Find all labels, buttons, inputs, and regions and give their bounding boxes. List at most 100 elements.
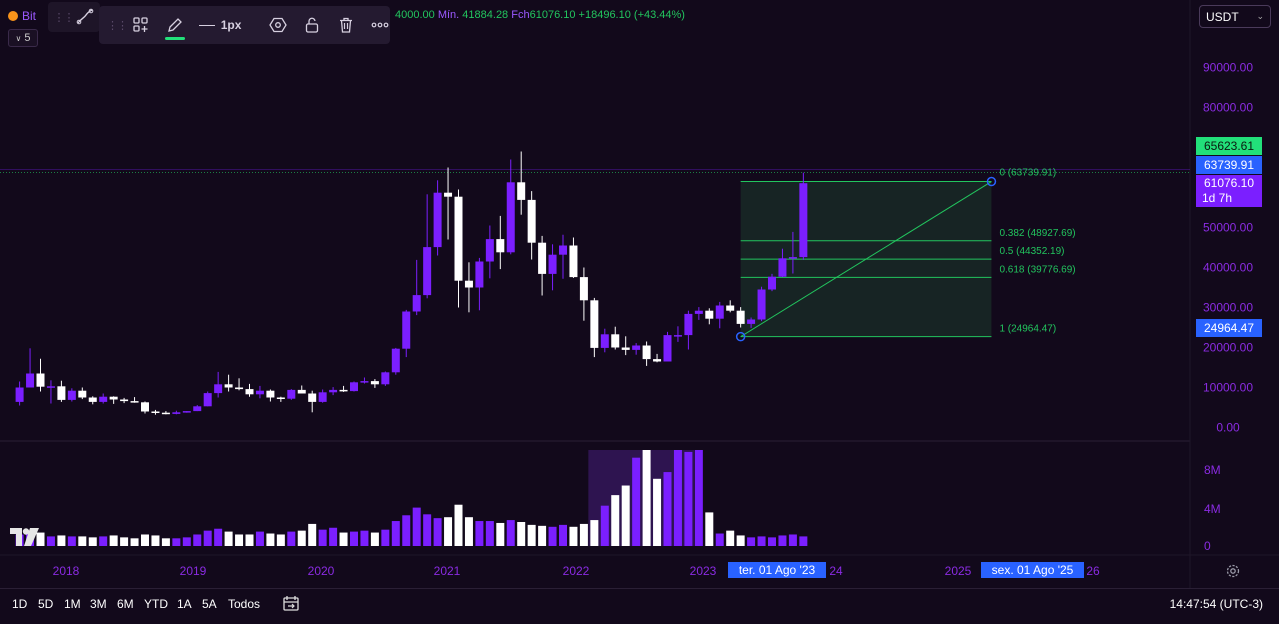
price-axis-ticks[interactable]: 90000.00 80000.00 50000.00 40000.00 30000.00… [1203,61,1253,435]
volume-bar [151,535,160,546]
close-value: 61076.10 [529,9,576,21]
range-button-ytd[interactable]: YTD [144,597,168,611]
line-style-icon[interactable]: 1px [198,15,255,35]
currency-selector[interactable]: USDT ⌄ [1199,5,1271,28]
candle-body [203,393,212,407]
candle-body [161,412,170,415]
time-tick-label: 26 [1086,564,1100,578]
volume-bar [141,534,149,546]
candle-body [99,396,108,402]
volume-bar [705,512,714,546]
volume-bar [496,522,505,546]
volume-bar [694,450,703,546]
candle-body [621,347,630,350]
candle-body [527,199,536,243]
pencil-icon[interactable] [164,15,185,40]
range-button-1d[interactable]: 1D [12,597,28,611]
candle-body [600,334,609,348]
candle [475,257,484,311]
candle [705,308,714,325]
more-icon[interactable] [370,15,390,35]
clock[interactable]: 14:47:54 (UTC-3) [1169,597,1263,611]
start-date-badge: ter. 01 Ago '23 [728,562,826,578]
candle-body [172,412,181,414]
drag-handle-icon[interactable]: ⋮⋮ [53,11,75,24]
volume-bar [255,531,264,546]
curve-tool-icon[interactable] [75,7,95,27]
candle [611,326,620,350]
volume-bar [350,531,358,546]
candle [224,374,233,392]
range-button-6m[interactable]: 6M [117,597,134,611]
candle [412,259,421,316]
grid-plus-icon[interactable] [131,15,151,35]
volume-bar [329,527,338,546]
candle-body [569,245,578,278]
candle-body [579,277,588,301]
candle [318,389,327,403]
candle [276,396,285,402]
volume-bar [757,536,766,546]
price-tick-label: 0.00 [1216,421,1240,435]
candle-body [67,390,76,400]
candle-body [684,313,693,336]
drag-handle-icon[interactable]: ⋮⋮ [107,19,128,32]
time-tick-label: 2023 [690,564,717,578]
range-button-1a[interactable]: 1A [177,597,192,611]
unlock-icon[interactable] [302,15,322,35]
volume-bar [673,450,682,546]
candle [214,371,223,398]
candle-body [485,239,494,262]
gear-icon[interactable] [1224,562,1242,580]
change-value: +18496.10 (+43.44%) [578,9,685,21]
volume-bar [78,536,87,546]
candle-body [705,310,714,319]
volume-bar [360,530,369,546]
candle-body [276,397,285,399]
time-tick-label: 2022 [563,564,590,578]
range-button-1m[interactable]: 1M [64,597,81,611]
candle [255,385,264,399]
candle-body [130,401,139,403]
trash-icon[interactable] [336,15,356,35]
price-tick-label: 10000.00 [1203,381,1253,395]
candle [120,397,129,404]
candle-body [391,348,400,373]
candle [768,273,776,292]
candle [517,151,526,215]
symbol-title[interactable]: Bit [8,9,36,23]
candle-body [611,334,620,348]
date-range-icon[interactable] [281,594,301,614]
candle-body [360,381,369,383]
fib-anchor-start [735,331,746,342]
candle-body [423,247,432,296]
price-tick-label: 90000.00 [1203,61,1253,75]
range-button-3m[interactable]: 3M [90,597,107,611]
candle-body [329,389,338,393]
volume-bar [559,524,567,546]
candle-body [308,393,317,402]
candle [193,405,202,412]
candle-body [496,239,505,253]
candle-body [318,392,327,402]
volume-bar [653,478,662,546]
range-button-5d[interactable]: 5D [38,597,54,611]
candle [684,310,693,350]
chevron-down-icon: ∨ [15,33,22,43]
candle [663,331,672,362]
candle [109,396,118,404]
time-axis-ticks[interactable]: 2018 2019 2020 2021 2022 2023 24 2025 26 [53,564,1100,578]
candle [26,348,35,388]
chart-canvas[interactable]: 0 (63739.91) 0.382 (48927.69) 0.5 (44352.1… [0,0,1279,588]
candle [788,231,797,274]
hexagon-icon[interactable] [268,15,288,35]
volume-tick-label: 4M [1204,502,1221,516]
range-button-todos[interactable]: Todos [228,597,261,611]
candle [350,381,358,392]
candle-body [88,397,97,402]
range-button-5a[interactable]: 5A [202,597,217,611]
tradingview-logo-icon[interactable] [10,528,40,551]
interval-selector[interactable]: ∨ 5 [8,29,38,47]
volume-bar [506,520,515,546]
candle [600,328,609,353]
